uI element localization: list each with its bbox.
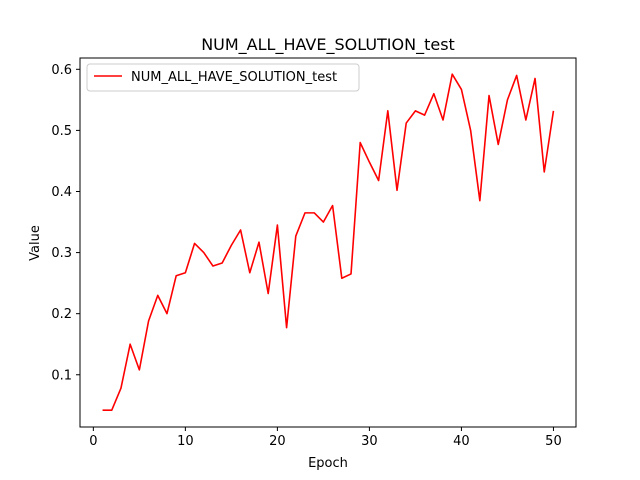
y-tick-label: 0.6 [51,63,72,78]
x-tick-label: 20 [269,434,286,449]
x-tick-label: 40 [453,434,470,449]
y-axis: 0.1 0.2 0.3 0.4 0.5 0.6 [51,63,80,383]
legend: NUM_ALL_HAVE_SOLUTION_test [86,63,360,92]
x-tick-label: 10 [177,434,194,449]
x-tick-label: 50 [545,434,562,449]
y-tick-label: 0.4 [51,185,72,200]
chart-title: NUM_ALL_HAVE_SOLUTION_test [201,35,455,55]
x-tick-label: 0 [89,434,97,449]
y-tick-label: 0.5 [51,124,72,139]
y-tick-label: 0.1 [51,368,72,383]
plot-area [79,57,577,428]
y-axis-label: Value [28,225,43,261]
y-tick-label: 0.3 [51,246,72,261]
legend-box [86,63,360,92]
y-tick-label: 0.2 [51,307,72,322]
legend-label: NUM_ALL_HAVE_SOLUTION_test [131,70,337,85]
x-tick-label: 30 [361,434,378,449]
series-line [102,73,555,411]
x-axis-label: Epoch [308,456,348,471]
x-axis: 0 10 20 30 40 50 [89,427,562,449]
